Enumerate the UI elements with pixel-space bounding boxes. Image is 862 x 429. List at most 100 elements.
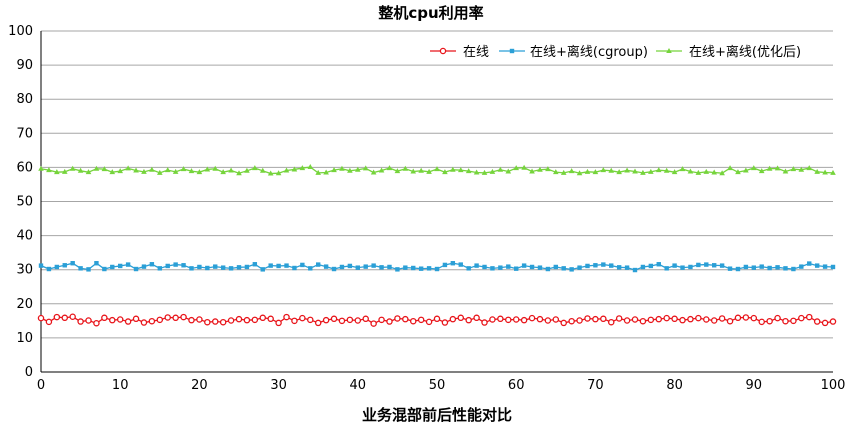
series-1-point-6: [86, 267, 91, 272]
series-1-point-55: [474, 263, 479, 268]
series-0-point-38: [338, 317, 346, 325]
series-1-point-80: [672, 263, 677, 268]
series-1-point-75: [632, 267, 638, 273]
series-0-point-50: [433, 315, 441, 323]
series-1-point-43: [379, 265, 384, 270]
series-1-point-35: [316, 262, 321, 267]
series-1-point-57: [490, 266, 495, 271]
series-2-point-95: [790, 166, 797, 172]
series-0-point-57: [489, 316, 496, 323]
series-2-point-89: [743, 167, 749, 173]
series-2-point-93: [774, 165, 781, 171]
series-0-point-18: [180, 313, 187, 321]
series-1-point-2: [54, 264, 60, 270]
series-2-point-51: [442, 169, 448, 175]
series-0-point-15: [156, 316, 164, 324]
series-1-point-38: [339, 264, 345, 270]
series-1-point-4: [70, 261, 75, 266]
series-0-point-36: [322, 316, 330, 324]
series-0-point-60: [512, 316, 520, 323]
series-0-point-97: [805, 313, 813, 321]
series-1-point-62: [529, 264, 535, 270]
series-1-point-67: [569, 267, 574, 272]
series-0-point-54: [465, 316, 472, 324]
series-2-point-87: [727, 165, 733, 171]
series-2-point-66: [560, 169, 567, 175]
series-2-point-45: [394, 168, 401, 174]
series-2-point-9: [109, 169, 116, 175]
series-2-point-7: [93, 165, 100, 171]
grid: [41, 30, 833, 339]
series-1-point-52: [450, 261, 456, 266]
series-0-point-55: [473, 314, 480, 322]
series-0-point-87: [726, 317, 734, 325]
series-1-point-50: [434, 266, 440, 272]
series-1-point-71: [601, 262, 606, 267]
series-0-point-81: [679, 316, 686, 324]
series-2-point-33: [299, 165, 306, 171]
series-0-point-86: [718, 315, 726, 322]
series-1-point-15: [157, 266, 162, 271]
series-2-point-59: [505, 168, 512, 174]
y-tick-label-10: 10: [16, 331, 33, 346]
series-2-point-40: [355, 166, 361, 172]
series-0-point-21: [204, 318, 211, 326]
series-1-point-85: [712, 263, 717, 268]
series-2-point-34: [307, 164, 314, 170]
series-1-point-48: [418, 266, 424, 271]
series-1-point-5: [78, 266, 83, 271]
series-0-point-1: [45, 318, 53, 326]
series-1-point-16: [165, 263, 170, 269]
series-1-point-37: [331, 266, 337, 272]
series-2-point-96: [798, 166, 805, 172]
series-1-point-25: [236, 265, 242, 270]
series-1-point-59: [506, 264, 511, 269]
series-0-point-64: [544, 317, 552, 324]
series-1-point-90: [751, 265, 756, 270]
series-2-point-21: [204, 166, 211, 172]
series-0-point-89: [742, 314, 750, 321]
series-2-point-85: [711, 169, 717, 175]
series-0-point-35: [314, 319, 322, 327]
series-1-point-53: [458, 262, 463, 267]
series-0-point-93: [774, 314, 781, 322]
series-1-point-12: [133, 266, 139, 272]
series-1-point-13: [141, 264, 147, 269]
series-1-point-95: [791, 266, 796, 272]
series-2-point-17: [172, 168, 179, 174]
series-1-point-98: [814, 263, 820, 268]
series-0-point-5: [77, 318, 84, 325]
series-2-point-24: [228, 167, 234, 173]
series-2-point-19: [188, 168, 195, 174]
legend-item-0: 在线: [430, 45, 489, 60]
series-0-point-91: [758, 318, 765, 326]
series-2-point-13: [141, 168, 147, 174]
series-1-point-28: [260, 267, 265, 272]
y-tick-label-60: 60: [16, 160, 33, 175]
series-2-point-71: [600, 167, 607, 173]
series-0-point-73: [615, 315, 623, 322]
series-2-point-81: [679, 166, 686, 172]
series-2-point-2: [54, 169, 60, 175]
series-2-point-52: [450, 166, 456, 172]
series-0-point-19: [188, 316, 195, 324]
series-0-point-10: [116, 316, 124, 323]
series-1-point-76: [640, 264, 646, 270]
series-0-point-39: [346, 316, 354, 324]
series-1-point-9: [110, 264, 115, 270]
series-0-point-37: [330, 315, 338, 323]
series-2-point-91: [758, 168, 765, 174]
series-0-point-20: [196, 316, 203, 323]
y-tick-label-30: 30: [16, 263, 33, 278]
series-1-point-65: [553, 264, 558, 270]
series-2-point-74: [624, 167, 630, 173]
legend-label-0: 在线: [463, 45, 489, 60]
series-1-point-88: [735, 266, 741, 272]
series-0-point-94: [782, 317, 789, 325]
y-tick-label-50: 50: [16, 195, 33, 210]
series-0-point-40: [354, 317, 362, 324]
x-tick-label-50: 50: [429, 378, 446, 393]
series-0-point-16: [164, 314, 171, 321]
series-2-point-90: [751, 165, 757, 171]
series-1-point-14: [149, 262, 155, 267]
